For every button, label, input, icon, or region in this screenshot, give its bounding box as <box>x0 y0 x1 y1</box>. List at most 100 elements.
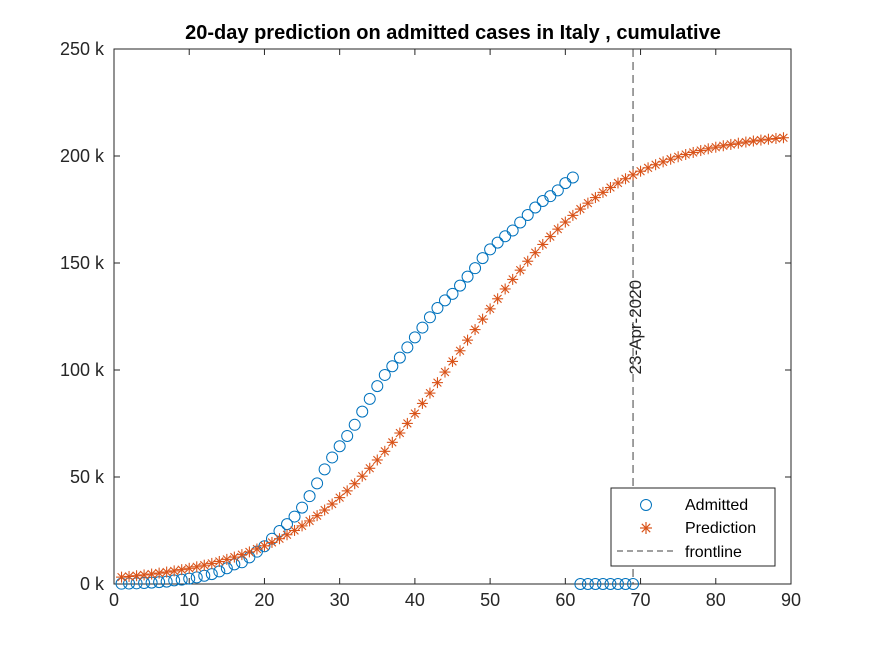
admitted-point <box>438 294 451 307</box>
admitted-point <box>566 171 579 184</box>
admitted-point <box>446 287 459 300</box>
x-tick-label: 60 <box>555 590 575 610</box>
prediction-point <box>604 182 616 194</box>
prediction-point <box>462 334 474 346</box>
prediction-series <box>116 132 789 583</box>
legend-box <box>610 487 776 567</box>
prediction-point <box>123 570 135 582</box>
admitted-point <box>529 201 542 214</box>
admitted-point <box>416 321 429 334</box>
admitted-point <box>326 451 339 464</box>
prediction-point <box>304 515 316 527</box>
admitted-point <box>454 279 467 292</box>
prediction-point <box>717 140 729 152</box>
prediction-point <box>341 485 353 497</box>
legend: Admitted Prediction frontline <box>610 487 776 567</box>
admitted-point <box>393 351 406 364</box>
prediction-point <box>349 478 361 490</box>
legend-frontline-label: frontline <box>685 544 742 561</box>
prediction-point <box>710 141 722 153</box>
prediction-point <box>176 564 188 576</box>
prediction-point <box>371 454 383 466</box>
prediction-point <box>364 462 376 474</box>
y-tick-label: 100 k <box>60 360 105 380</box>
admitted-point <box>506 224 519 237</box>
prediction-point <box>529 247 541 259</box>
prediction-point <box>552 223 564 235</box>
prediction-point <box>251 543 263 555</box>
admitted-point <box>604 578 617 590</box>
admitted-point <box>363 392 376 405</box>
prediction-point <box>747 135 759 147</box>
prediction-point <box>567 209 579 221</box>
prediction-point <box>116 571 128 583</box>
admitted-point <box>611 578 624 590</box>
prediction-point <box>447 355 458 367</box>
admitted-point <box>423 311 436 324</box>
legend-prediction-label: Prediction <box>685 520 756 537</box>
admitted-point <box>521 208 534 221</box>
admitted-point <box>371 380 384 393</box>
admitted-point <box>544 190 557 203</box>
prediction-point <box>356 470 368 482</box>
prediction-point <box>243 546 255 558</box>
admitted-point <box>476 252 489 265</box>
prediction-point <box>289 524 301 536</box>
prediction-point <box>273 533 285 545</box>
admitted-point <box>378 368 391 381</box>
chart-title: 20-day prediction on admitted cases in I… <box>185 22 721 44</box>
admitted-point <box>431 302 444 315</box>
prediction-point <box>198 559 210 571</box>
prediction-point <box>146 568 158 580</box>
x-tick-label: 90 <box>781 590 801 610</box>
prediction-point <box>687 146 699 158</box>
prediction-point <box>522 255 534 267</box>
x-tick-label: 10 <box>179 590 199 610</box>
prediction-point <box>507 273 519 285</box>
prediction-point <box>477 313 489 325</box>
legend-admitted-label: Admitted <box>685 497 748 514</box>
y-tick-label: 250 k <box>60 39 105 59</box>
admitted-point <box>296 501 309 514</box>
prediction-point <box>311 510 323 522</box>
admitted-point <box>627 578 640 590</box>
prediction-point <box>266 536 278 548</box>
x-axis: 0 10 20 30 40 50 60 70 80 90 <box>109 49 801 610</box>
prediction-point <box>612 177 624 189</box>
x-tick-label: 50 <box>480 590 500 610</box>
admitted-point <box>574 578 587 590</box>
prediction-point <box>131 570 143 582</box>
admitted-point <box>341 429 354 442</box>
prediction-point <box>680 149 692 161</box>
admitted-point <box>514 216 527 229</box>
prediction-point <box>386 436 398 448</box>
prediction-point <box>206 557 218 569</box>
admitted-point <box>408 331 421 344</box>
prediction-point <box>484 303 496 315</box>
prediction-point <box>650 159 662 171</box>
prediction-point <box>672 151 684 163</box>
admitted-point <box>311 477 324 490</box>
prediction-point <box>319 504 331 516</box>
admitted-point <box>491 236 504 249</box>
x-tick-label: 0 <box>109 590 119 610</box>
prediction-point <box>334 492 346 504</box>
prediction-point <box>695 145 707 157</box>
admitted-point <box>551 184 564 197</box>
admitted-point <box>484 243 497 256</box>
y-axis: 0 k 50 k 100 k 150 k 200 k 250 k <box>60 39 791 594</box>
prediction-point <box>732 137 744 149</box>
prediction-point <box>627 169 639 181</box>
y-tick-label: 200 k <box>60 146 105 166</box>
prediction-point <box>153 567 165 579</box>
y-tick-label: 50 k <box>70 467 105 487</box>
prediction-point <box>597 186 609 198</box>
admitted-point <box>589 578 602 590</box>
frontline-date-label: 23-Apr-2020 <box>626 280 645 375</box>
legend-admitted-marker <box>640 499 652 511</box>
admitted-point <box>619 578 632 590</box>
prediction-point <box>191 561 203 573</box>
prediction-point <box>770 132 782 144</box>
prediction-point <box>236 549 248 561</box>
